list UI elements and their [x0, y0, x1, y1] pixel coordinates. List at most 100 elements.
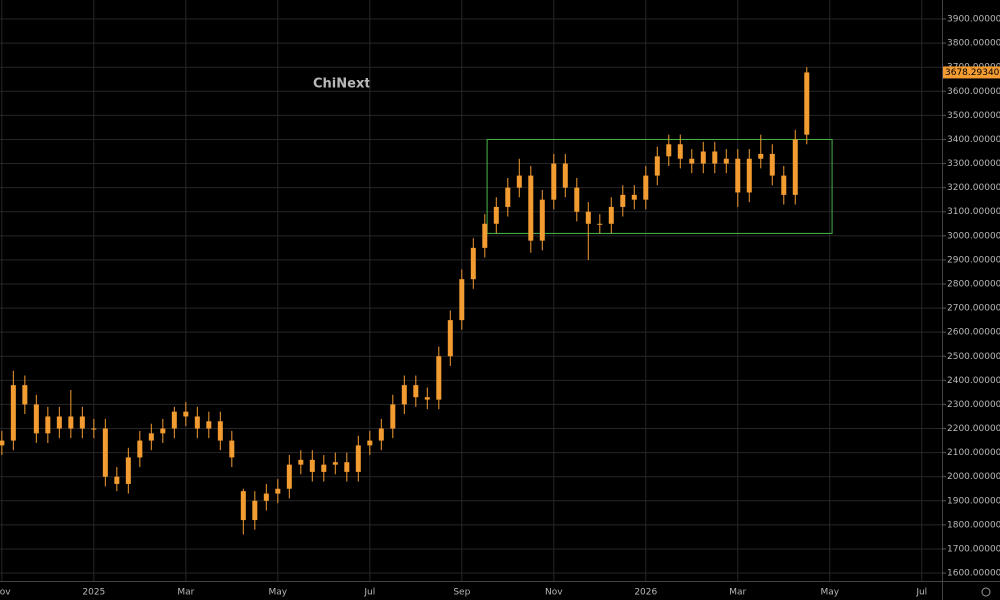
annotation: ChiNext	[313, 77, 371, 92]
candle-body	[10, 385, 16, 441]
y-tick-label: 2300.000000	[947, 400, 1000, 410]
candle-body	[298, 459, 304, 465]
y-tick-label: 2000.000000	[947, 472, 1000, 482]
candle-body	[459, 279, 465, 321]
y-tick-label: 3300.000000	[947, 159, 1000, 169]
candle-body	[769, 153, 775, 176]
y-tick-label: 2600.000000	[947, 328, 1000, 338]
y-tick-label: 1900.000000	[947, 496, 1000, 506]
candle-body	[620, 194, 626, 207]
y-tick-label: 3900.000000	[947, 15, 1000, 25]
candle-body	[447, 320, 453, 357]
candle-body	[183, 411, 189, 417]
candle-body	[424, 397, 430, 400]
settings-icon[interactable]	[981, 587, 991, 597]
candle-body	[493, 206, 499, 224]
candle-body	[217, 421, 223, 441]
y-tick-label: 3800.000000	[947, 39, 1000, 49]
candle-body	[700, 151, 706, 164]
candle-body	[666, 144, 672, 157]
candle-body	[252, 500, 258, 521]
candle-body	[436, 356, 442, 400]
candle-body	[0, 440, 5, 446]
candle-body	[160, 428, 166, 434]
y-tick-label: 2200.000000	[947, 424, 1000, 434]
candle-body	[355, 445, 361, 472]
y-tick-label: 2800.000000	[947, 279, 1000, 289]
x-tick-label: 2025	[82, 588, 105, 598]
candle-body	[68, 416, 74, 429]
candle-body	[194, 416, 200, 429]
candle-body	[482, 223, 488, 248]
x-tick-label: Sep	[453, 588, 470, 598]
candle-body	[171, 411, 177, 429]
candle-body	[631, 194, 637, 200]
candle-body	[137, 440, 143, 458]
candle-body	[91, 428, 97, 430]
y-tick-label: 1800.000000	[947, 520, 1000, 530]
candle-body	[206, 421, 212, 429]
candle-body	[505, 187, 511, 207]
candle-body	[390, 404, 396, 429]
y-tick-label: 3000.000000	[947, 231, 1000, 241]
y-tick-label: 2500.000000	[947, 352, 1000, 362]
candle-body	[562, 163, 568, 188]
candle-body	[689, 158, 695, 164]
x-tick-label: 2026	[634, 588, 657, 598]
candle-body	[344, 462, 350, 472]
candle-body	[309, 459, 315, 472]
candle-body	[551, 163, 557, 200]
candle-body	[148, 433, 154, 441]
candle-body	[56, 416, 62, 429]
x-tick-label: Mar	[729, 588, 746, 598]
candle-body	[125, 457, 131, 484]
candle-body	[735, 158, 741, 193]
y-tick-label: 3500.000000	[947, 111, 1000, 121]
candle-body	[79, 416, 85, 429]
candle-body	[401, 385, 407, 405]
candle-body	[33, 404, 39, 434]
candle-body	[597, 223, 603, 225]
x-tick-label: Jul	[915, 588, 927, 598]
candle-body	[792, 139, 798, 195]
candle-body	[240, 491, 246, 521]
candle-body	[367, 440, 373, 446]
candle-body	[712, 151, 718, 164]
range-box	[486, 138, 833, 234]
candle-body	[45, 416, 51, 434]
y-tick-label: 2900.000000	[947, 255, 1000, 265]
candle-body	[608, 206, 614, 224]
candle-body	[804, 72, 810, 135]
last-price-label: 3678.29340	[945, 68, 1000, 78]
candle-body	[22, 385, 28, 405]
y-tick-label: 2100.000000	[947, 448, 1000, 458]
candle-body	[229, 440, 235, 458]
y-tick-label: 2400.000000	[947, 376, 1000, 386]
y-tick-label: 3200.000000	[947, 183, 1000, 193]
candle-body	[643, 175, 649, 200]
x-tick-label: May	[269, 588, 288, 598]
candle-body	[723, 158, 729, 164]
candle-body	[516, 175, 522, 188]
candle-body	[528, 175, 534, 241]
candle-body	[539, 199, 545, 241]
x-tick-label: Mar	[177, 588, 194, 598]
candle-body	[321, 464, 327, 472]
candle-body	[574, 187, 580, 212]
candle-body	[378, 428, 384, 441]
y-tick-label: 2700.000000	[947, 304, 1000, 314]
candle-body	[413, 385, 419, 398]
y-tick-label: 1700.000000	[947, 544, 1000, 554]
y-tick-label: 1600.000000	[947, 569, 1000, 579]
candle-body	[102, 428, 108, 477]
candle-body	[654, 156, 660, 176]
last-price-tag	[943, 66, 1000, 79]
x-tick-label: Nov	[545, 588, 563, 598]
y-tick-label: 3100.000000	[947, 207, 1000, 217]
x-tick-label: May	[820, 588, 839, 598]
candle-body	[585, 211, 591, 224]
candle-body	[746, 158, 752, 193]
y-tick-label: 3600.000000	[947, 87, 1000, 97]
candle-body	[275, 488, 281, 494]
